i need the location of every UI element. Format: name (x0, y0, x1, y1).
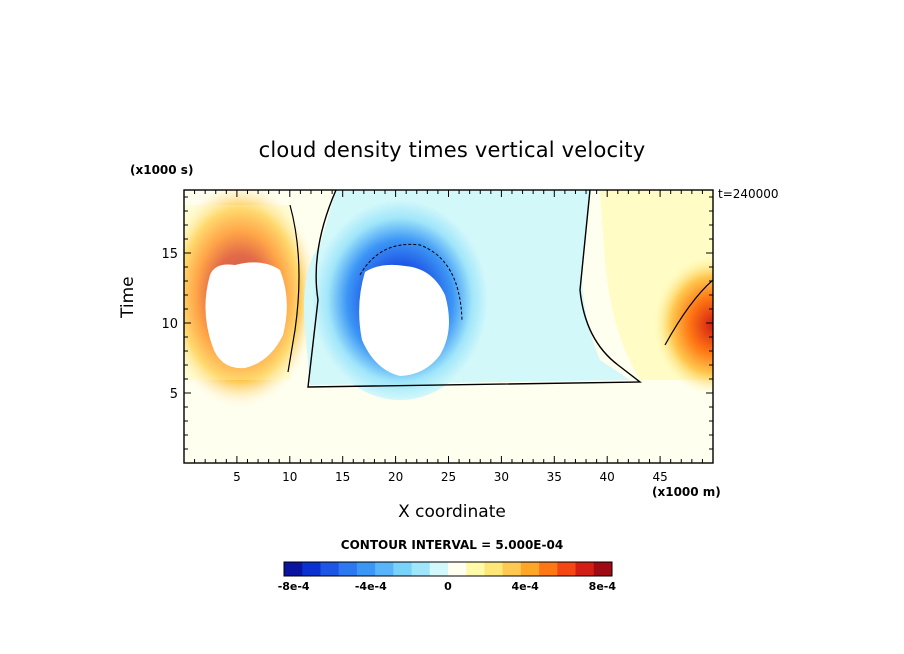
colorbar-tick-label: -8e-4 (278, 580, 310, 593)
x-tick-label: 45 (652, 470, 667, 484)
x-tick-label: 5 (233, 470, 241, 484)
colorbar-swatch (284, 562, 303, 576)
positive-region-right (653, 255, 713, 395)
colorbar-swatch (593, 562, 613, 576)
y-unit-label: (x1000 s) (130, 163, 194, 177)
x-tick-label: 25 (441, 470, 456, 484)
x-tick-label: 30 (494, 470, 509, 484)
contour-line (307, 190, 643, 388)
contour-line (359, 243, 463, 321)
colorbar-tick-label: 8e-4 (589, 580, 617, 593)
x-axis-ticks: 5 10 15 20 25 30 35 40 45 (194, 190, 703, 484)
colorbar-swatch (502, 562, 522, 576)
x-unit-label: (x1000 m) (652, 485, 721, 499)
colorbar-swatch (466, 562, 485, 576)
colorbar-swatch (320, 562, 340, 576)
x-tick-label: 20 (388, 470, 403, 484)
y-axis-label: Time (118, 276, 138, 318)
colorbar-swatch (539, 562, 558, 576)
chart-title: cloud density times vertical velocity (258, 138, 646, 162)
colorbar-swatch (557, 562, 577, 576)
colorbar-swatch (411, 562, 431, 576)
colorbar-tick-label: 0 (444, 580, 452, 593)
core-left (205, 262, 287, 369)
x-tick-label: 35 (547, 470, 562, 484)
colorbar-swatch (448, 562, 467, 576)
x-tick-label: 40 (600, 470, 615, 484)
y-tick-label: 15 (161, 247, 178, 262)
colorbar-swatch (375, 562, 394, 576)
core-middle (359, 264, 449, 376)
colorbar: -8e-4 -4e-4 0 4e-4 8e-4 (278, 561, 617, 593)
colorbar-swatch (356, 562, 376, 576)
x-tick-label: 10 (282, 470, 297, 484)
contour-line (287, 204, 300, 373)
colorbar-swatch (429, 562, 449, 576)
y-tick-label: 10 (161, 317, 178, 332)
colorbar-swatch (575, 562, 595, 576)
contour-line (664, 279, 713, 346)
colorbar-swatch (302, 562, 321, 576)
colorbar-swatch (393, 562, 413, 576)
field-layer (184, 190, 713, 410)
contour-interval-note: CONTOUR INTERVAL = 5.000E-04 (340, 538, 564, 552)
colorbar-swatch (338, 562, 358, 576)
x-axis-label: X coordinate (398, 502, 506, 522)
colorbar-swatch (484, 562, 504, 576)
time-stamp: t=240000 (718, 187, 779, 201)
colorbar-swatch (520, 562, 540, 576)
y-axis-ticks: 5 10 15 (161, 196, 713, 450)
x-tick-label: 15 (335, 470, 350, 484)
colorbar-tick-label: -4e-4 (355, 580, 387, 593)
y-tick-label: 5 (170, 387, 178, 402)
colorbar-tick-label: 4e-4 (512, 580, 540, 593)
colorbar-frame (283, 561, 613, 577)
